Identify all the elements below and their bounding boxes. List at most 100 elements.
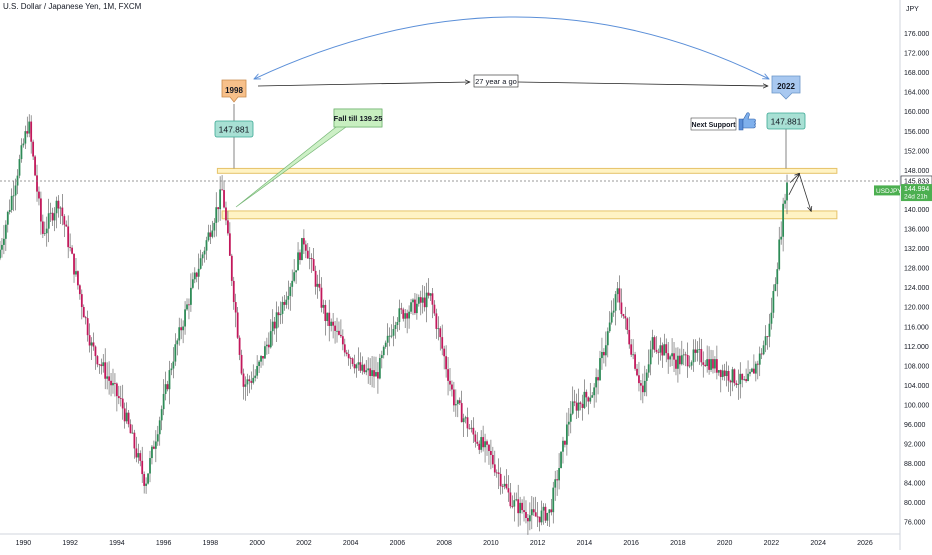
candle — [451, 384, 453, 390]
candle — [525, 512, 527, 518]
candle — [182, 326, 185, 331]
x-tick-label: 2012 — [530, 540, 546, 547]
candle — [262, 356, 264, 359]
y-tick-label: 76.000 — [904, 520, 926, 527]
candle — [115, 383, 118, 397]
candle — [743, 379, 746, 380]
y-tick-label: 136.000 — [904, 227, 929, 234]
candle — [145, 483, 148, 486]
candle — [112, 383, 114, 386]
candle — [223, 190, 225, 208]
candle — [306, 250, 309, 259]
x-tick-label: 2006 — [390, 540, 406, 547]
candle — [20, 145, 23, 160]
candle — [581, 403, 584, 408]
candle — [645, 372, 648, 381]
candle — [77, 271, 79, 286]
x-tick-label: 2004 — [343, 540, 359, 547]
candle — [384, 342, 387, 347]
y-tick-label: 152.000 — [904, 148, 929, 155]
candle — [98, 364, 101, 366]
candle — [671, 353, 673, 357]
candle — [131, 432, 134, 434]
candle — [147, 473, 149, 484]
candle — [332, 321, 335, 326]
candle — [556, 479, 559, 481]
candle — [472, 427, 475, 435]
candle — [772, 291, 775, 313]
candle — [659, 345, 662, 353]
x-tick-label: 2014 — [577, 540, 593, 547]
candle — [53, 213, 56, 221]
fall-label: Fall till 139.25 — [334, 114, 383, 123]
symbol-tag-label: USDJPY — [876, 188, 902, 195]
x-tick-label: 1998 — [203, 540, 219, 547]
candle — [760, 353, 763, 355]
candle — [476, 441, 479, 444]
candle — [482, 437, 485, 448]
candle — [318, 283, 321, 288]
candle — [540, 510, 543, 523]
candle — [34, 156, 36, 176]
candle — [123, 408, 126, 422]
candle — [415, 303, 418, 314]
candle — [412, 299, 414, 303]
candle — [254, 375, 257, 378]
candle — [304, 244, 307, 251]
candle — [22, 143, 25, 146]
candle — [493, 464, 496, 473]
candle — [719, 370, 722, 377]
candle — [490, 451, 492, 455]
candle — [400, 308, 403, 310]
candle — [643, 380, 646, 393]
support-box — [690, 117, 737, 131]
candle — [265, 344, 268, 347]
candle — [649, 349, 652, 365]
candle — [283, 301, 286, 305]
candle — [501, 486, 504, 487]
candle — [336, 330, 338, 332]
years-label: 27 year a go — [475, 77, 517, 86]
candle — [139, 453, 142, 461]
candle — [228, 233, 231, 256]
candle — [618, 288, 621, 303]
candle — [361, 364, 364, 371]
x-tick-label: 2026 — [857, 540, 873, 547]
candle — [199, 258, 202, 269]
candle — [538, 516, 541, 523]
y-tick-label: 80.000 — [904, 500, 926, 507]
candle — [731, 369, 734, 383]
candle — [55, 200, 58, 214]
candle — [542, 506, 545, 511]
y-tick-label: 96.000 — [904, 422, 926, 429]
x-tick-label: 1996 — [156, 540, 172, 547]
y-tick-label: 132.000 — [904, 246, 929, 253]
candle — [470, 427, 473, 429]
candle — [86, 318, 89, 336]
candle — [569, 413, 572, 422]
candle — [367, 368, 370, 371]
candle — [706, 359, 709, 367]
projection-arrow — [788, 173, 811, 211]
candle — [406, 313, 409, 319]
candle — [365, 370, 368, 373]
candle — [725, 370, 728, 377]
y-tick-label: 92.000 — [904, 442, 926, 449]
tag-1998 — [221, 79, 247, 103]
candle — [63, 216, 66, 225]
candle — [176, 340, 179, 345]
candle — [170, 368, 173, 371]
candle — [756, 363, 759, 365]
candle — [474, 434, 477, 442]
candle — [71, 247, 73, 254]
candle — [686, 354, 689, 367]
candle — [297, 252, 299, 271]
symbol-tag — [874, 185, 900, 196]
candle — [203, 250, 206, 255]
candle — [41, 221, 44, 234]
candle — [521, 502, 523, 511]
candle — [75, 271, 77, 275]
candle — [548, 509, 551, 513]
